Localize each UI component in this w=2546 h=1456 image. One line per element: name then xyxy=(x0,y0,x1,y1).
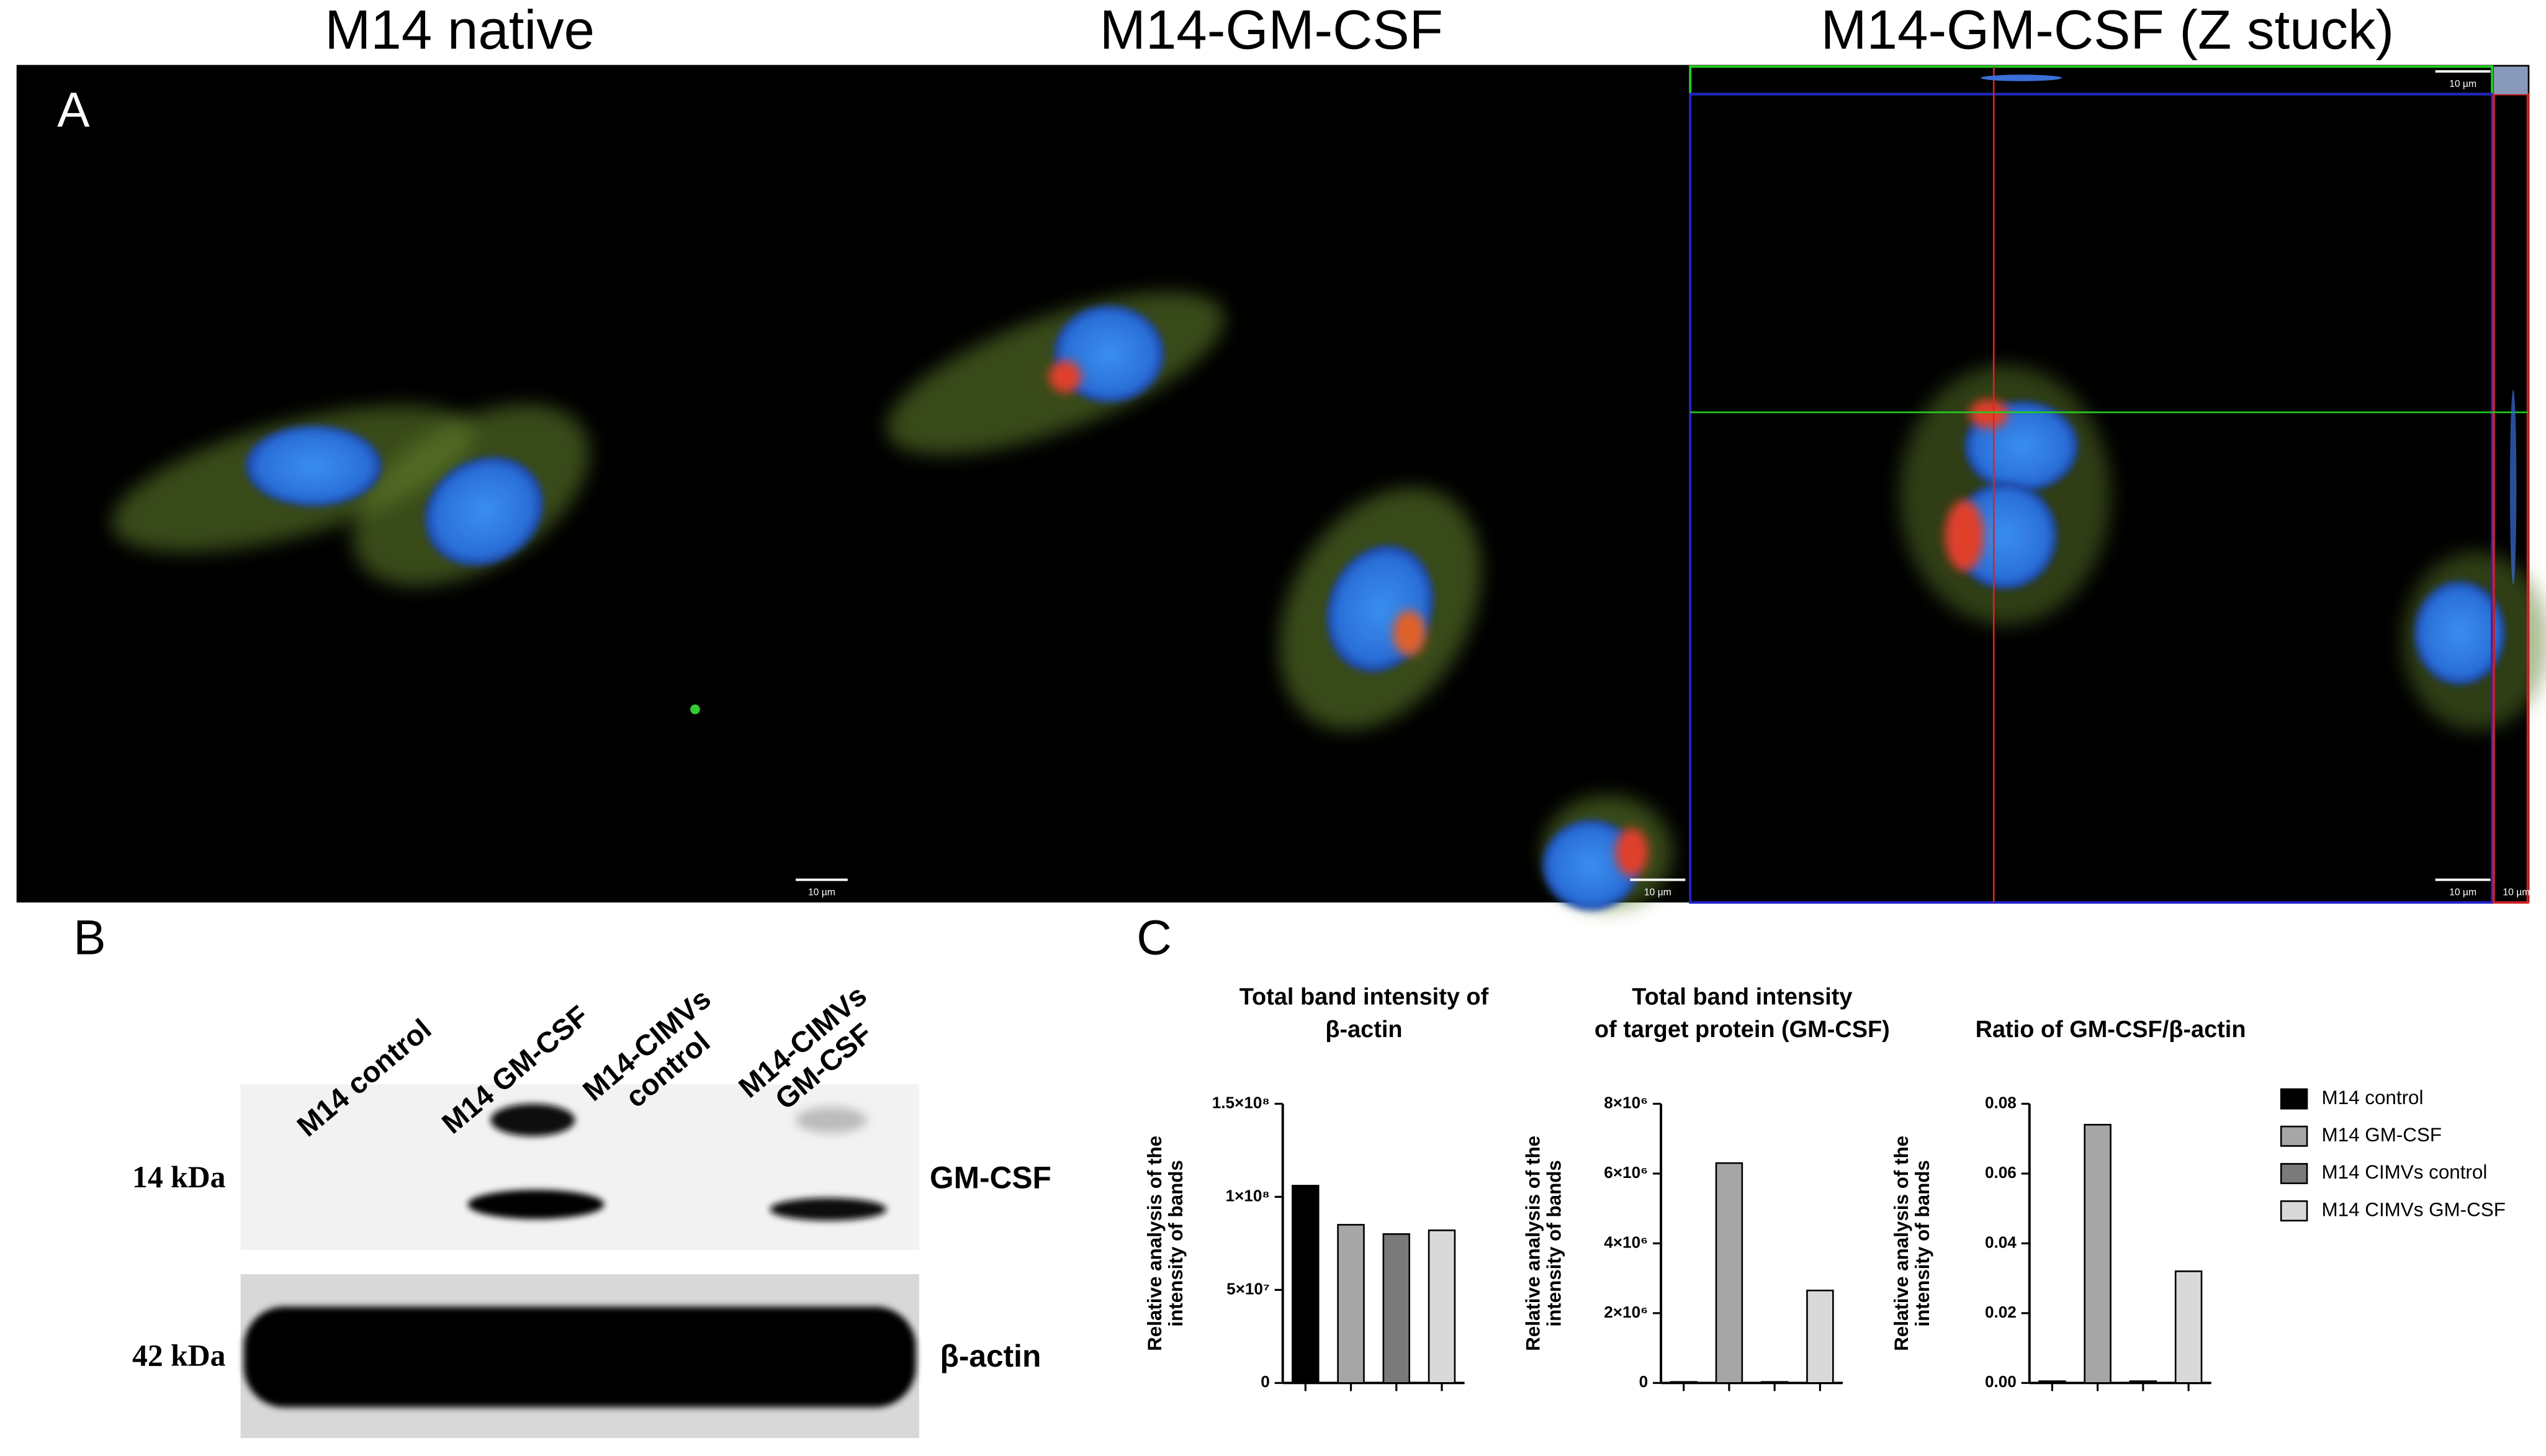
legend-swatch xyxy=(2280,1125,2308,1147)
y-tick-label: 4×10⁶ xyxy=(1604,1233,1648,1251)
scale-bar-label: 10 µm xyxy=(2503,888,2530,898)
bar xyxy=(1337,1224,1365,1384)
scale-bar-label: 10 µm xyxy=(1644,888,1671,898)
bar xyxy=(1670,1381,1698,1384)
legend-label: M14 control xyxy=(2322,1087,2424,1108)
y-tick-label: 0.00 xyxy=(1985,1372,2017,1391)
scale-bar-label: 10 µm xyxy=(2449,79,2476,89)
y-tick-label: 5×10⁷ xyxy=(1226,1279,1270,1298)
legend-label: M14 CIMVs control xyxy=(2322,1161,2488,1183)
panel-title: M14-GM-CSF xyxy=(1100,0,1443,60)
chart-title: Total band intensity xyxy=(1632,984,1852,1010)
y-tick-label: 0 xyxy=(1261,1372,1270,1391)
cells-z-stack xyxy=(1689,65,2546,904)
chart-title: Ratio of GM-CSF/β-actin xyxy=(1976,1017,2246,1043)
marker-label: 42 kDa xyxy=(132,1338,226,1372)
bar xyxy=(2084,1123,2112,1384)
y-tick-label: 1.5×10⁸ xyxy=(1212,1093,1270,1112)
y-axis-title-line: intensity of bands xyxy=(1165,1160,1187,1326)
chart-title: Total band intensity of xyxy=(1239,984,1489,1010)
protein-label: GM-CSF xyxy=(930,1161,1051,1195)
panel-letter: C xyxy=(1136,910,1172,965)
bar xyxy=(2129,1380,2157,1384)
panel-letter: B xyxy=(73,910,106,965)
bar xyxy=(1428,1229,1456,1384)
y-tick-label: 6×10⁶ xyxy=(1604,1163,1648,1182)
legend-swatch xyxy=(2280,1162,2308,1184)
micrographs xyxy=(16,65,2546,911)
y-tick-label: 0.08 xyxy=(1985,1093,2017,1112)
bar xyxy=(1715,1162,1743,1384)
y-tick-label: 2×10⁶ xyxy=(1604,1303,1648,1321)
marker-label: 14 kDa xyxy=(132,1160,226,1194)
western-blot xyxy=(240,1084,919,1439)
bar xyxy=(2174,1270,2203,1384)
y-tick-label: 0.06 xyxy=(1985,1163,2017,1182)
y-axis-title-line: intensity of bands xyxy=(1912,1160,1933,1326)
scale-bars xyxy=(796,70,2491,881)
legend-swatch xyxy=(2280,1200,2308,1222)
bar xyxy=(1292,1185,1320,1384)
chart-title: β-actin xyxy=(1325,1017,1402,1043)
legend-swatch xyxy=(2280,1088,2308,1110)
y-tick-label: 0.02 xyxy=(1985,1303,2017,1321)
bar xyxy=(1382,1233,1410,1384)
panel-title: M14 native xyxy=(325,0,595,60)
scale-bar-label: 10 µm xyxy=(2449,888,2476,898)
y-axis-title-line: Relative analysis of the xyxy=(1891,1136,1912,1351)
y-tick-label: 0 xyxy=(1639,1372,1649,1391)
legend-label: M14 GM-CSF xyxy=(2322,1124,2442,1146)
y-tick-label: 1×10⁸ xyxy=(1226,1186,1270,1205)
chart-title: of target protein (GM-CSF) xyxy=(1595,1017,1890,1043)
y-axis-title-line: intensity of bands xyxy=(1543,1160,1565,1326)
panel-title: M14-GM-CSF (Z stuck) xyxy=(1820,0,2394,60)
cells-gm-csf xyxy=(886,292,1673,911)
bar xyxy=(2038,1380,2066,1384)
y-tick-label: 8×10⁶ xyxy=(1604,1093,1648,1112)
panel-letter: A xyxy=(57,83,90,137)
bar xyxy=(1806,1289,1834,1384)
y-axis-title-line: Relative analysis of the xyxy=(1522,1136,1544,1351)
cells-native xyxy=(111,404,700,714)
y-tick-label: 0.04 xyxy=(1985,1233,2017,1251)
scale-bar-label: 10 µm xyxy=(808,888,835,898)
bar xyxy=(1760,1381,1789,1384)
protein-label: β-actin xyxy=(940,1339,1041,1373)
y-axis-title-line: Relative analysis of the xyxy=(1144,1136,1166,1351)
legend-label: M14 CIMVs GM-CSF xyxy=(2322,1198,2506,1220)
